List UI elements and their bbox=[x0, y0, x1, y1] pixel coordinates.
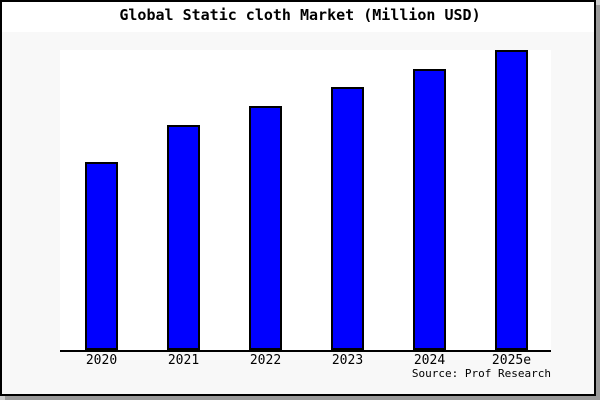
x-tick-label-2022: 2022 bbox=[249, 353, 282, 368]
bar-2020 bbox=[85, 162, 118, 350]
x-tick-label-2024: 2024 bbox=[413, 353, 446, 368]
x-tick-label-2023: 2023 bbox=[331, 353, 364, 368]
plot-area bbox=[60, 50, 551, 352]
title-band bbox=[2, 2, 594, 32]
bar-2023 bbox=[331, 87, 364, 350]
bar-2024 bbox=[413, 69, 446, 350]
x-tick-label-2021: 2021 bbox=[167, 353, 200, 368]
chart-title: Global Static cloth Market (Million USD) bbox=[119, 6, 481, 24]
x-tick-label-2020: 2020 bbox=[85, 353, 118, 368]
x-tick-label-2025e: 2025e bbox=[491, 353, 532, 368]
bar-2022 bbox=[249, 106, 282, 350]
source-credit: Source: Prof Research bbox=[411, 367, 551, 380]
bar-2025e bbox=[495, 50, 528, 350]
bar-2021 bbox=[167, 125, 200, 350]
